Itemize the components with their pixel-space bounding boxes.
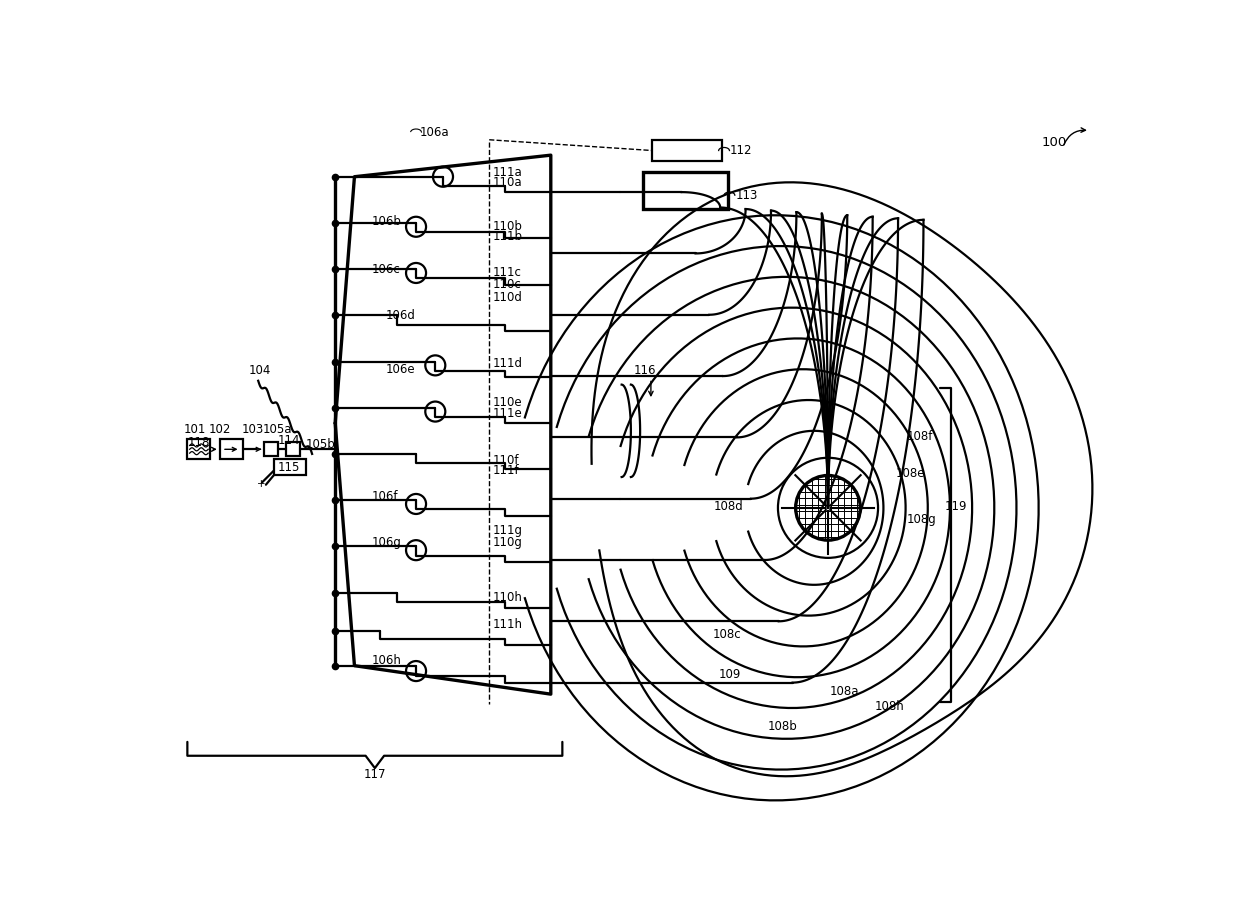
Bar — [187, 439, 211, 459]
Text: 106c: 106c — [372, 262, 401, 276]
Text: 108b: 108b — [768, 720, 797, 733]
Text: 106f: 106f — [372, 489, 398, 503]
Text: 110c: 110c — [494, 278, 522, 291]
Text: 106e: 106e — [386, 362, 415, 376]
Text: 102: 102 — [208, 423, 232, 436]
Text: 110f: 110f — [494, 454, 520, 467]
Text: 111g: 111g — [494, 525, 523, 538]
Text: 111a: 111a — [494, 165, 523, 179]
Text: 111h: 111h — [494, 618, 523, 631]
Text: 110h: 110h — [494, 590, 523, 604]
Text: 116: 116 — [634, 364, 656, 377]
Text: 106g: 106g — [372, 536, 402, 549]
Text: 111b: 111b — [494, 231, 523, 243]
Text: 110b: 110b — [494, 220, 523, 232]
Text: 108c: 108c — [713, 628, 742, 641]
Text: 111d: 111d — [494, 357, 523, 370]
Bar — [286, 442, 300, 456]
Text: 103: 103 — [242, 423, 264, 436]
Text: 110d: 110d — [494, 291, 523, 304]
Text: 106b: 106b — [372, 215, 402, 228]
Text: +: + — [257, 479, 265, 489]
Text: 118: 118 — [187, 436, 210, 449]
Text: 113: 113 — [735, 189, 758, 202]
Text: 100: 100 — [1042, 135, 1068, 149]
Text: 110e: 110e — [494, 396, 523, 409]
Text: 108g: 108g — [906, 513, 936, 526]
Text: 112: 112 — [729, 144, 751, 157]
Bar — [264, 442, 278, 456]
Text: 108a: 108a — [830, 685, 859, 697]
Text: 119: 119 — [945, 499, 967, 513]
Text: 105a: 105a — [263, 423, 293, 436]
Text: 106a: 106a — [420, 126, 450, 139]
Text: 101: 101 — [184, 423, 206, 436]
Text: 108e: 108e — [895, 467, 925, 479]
Bar — [652, 140, 722, 162]
Bar — [219, 439, 243, 459]
Text: 110g: 110g — [494, 536, 523, 549]
Text: 111e: 111e — [494, 407, 523, 419]
Text: 108h: 108h — [874, 700, 904, 713]
Text: 109: 109 — [719, 668, 742, 681]
Text: 106d: 106d — [386, 309, 415, 321]
Text: 114: 114 — [278, 433, 300, 447]
Bar — [274, 459, 306, 476]
Text: 111c: 111c — [494, 266, 522, 280]
Text: 108f: 108f — [906, 430, 932, 443]
Text: 117: 117 — [363, 768, 386, 781]
Text: 108d: 108d — [714, 499, 744, 513]
Text: 111f: 111f — [494, 464, 520, 478]
Text: 105b: 105b — [306, 439, 336, 451]
Text: 115: 115 — [278, 460, 300, 473]
Bar — [644, 173, 728, 209]
Text: 110a: 110a — [494, 176, 523, 190]
Text: 104: 104 — [249, 364, 272, 377]
Text: 106h: 106h — [372, 654, 402, 666]
